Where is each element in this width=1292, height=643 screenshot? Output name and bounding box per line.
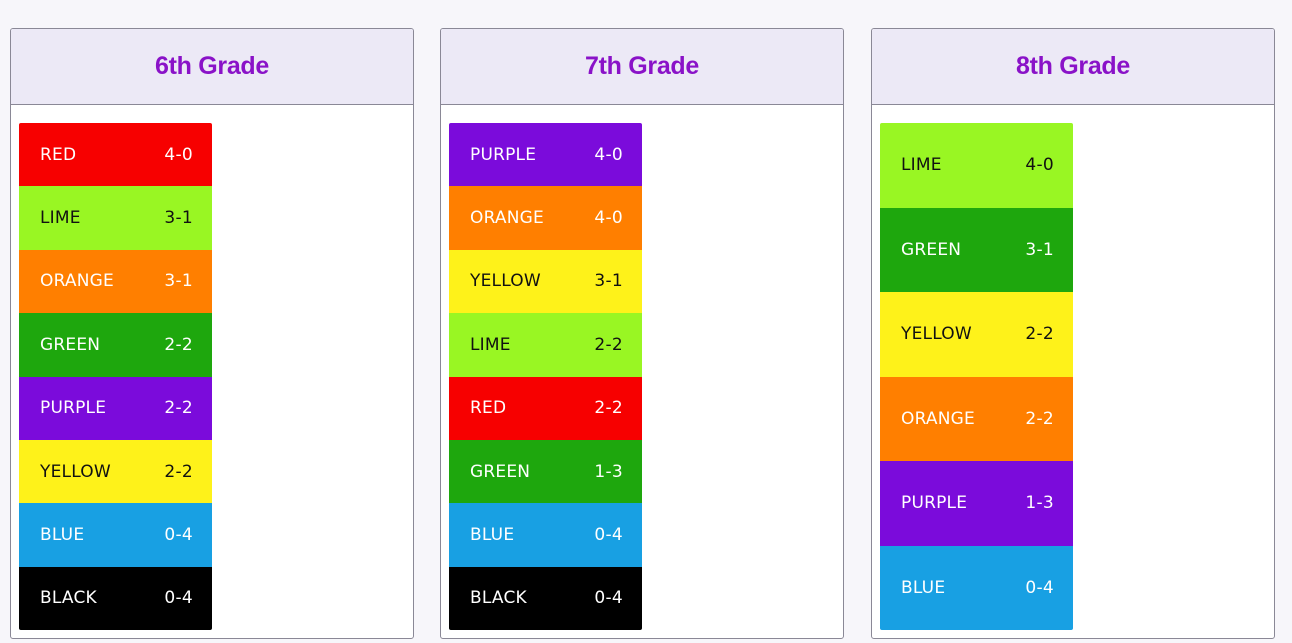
team-row: RED 2-2 (449, 376, 642, 440)
team-row: ORANGE 2-2 (880, 376, 1073, 461)
team-row: LIME 4-0 (880, 123, 1073, 208)
team-name: PURPLE (40, 398, 107, 419)
team-record: 0-4 (164, 588, 193, 609)
team-row: BLACK 0-4 (19, 566, 212, 631)
team-record: 0-4 (1025, 577, 1054, 598)
team-record: 1-3 (594, 461, 623, 482)
team-name: RED (470, 398, 507, 419)
team-record: 0-4 (594, 588, 623, 609)
team-name: LIME (40, 208, 81, 229)
team-row: LIME 3-1 (19, 186, 212, 250)
team-record: 3-1 (164, 208, 193, 229)
team-name: BLUE (470, 525, 515, 546)
team-row: GREEN 2-2 (19, 313, 212, 377)
team-row: GREEN 3-1 (880, 207, 1073, 292)
team-name: GREEN (470, 461, 531, 482)
team-name: LIME (901, 155, 942, 176)
team-row: BLUE 0-4 (449, 503, 642, 567)
team-name: YELLOW (40, 461, 111, 482)
team-name: GREEN (901, 239, 962, 260)
card-title: 6th Grade (155, 52, 269, 80)
team-name: YELLOW (901, 324, 972, 345)
grade-card-8th: 8th Grade LIME 4-0 GREEN 3-1 YELLOW 2-2 ORANGE… (871, 28, 1275, 639)
standings-list: PURPLE 4-0 ORANGE 4-0 YELLOW 3-1 LIME 2-2 RED 2-2… (449, 123, 642, 631)
team-record: 4-0 (1025, 155, 1054, 176)
team-name: BLUE (901, 577, 946, 598)
team-row: YELLOW 3-1 (449, 249, 642, 314)
card-title: 8th Grade (1016, 52, 1130, 80)
standings-list: RED 4-0 LIME 3-1 ORANGE 3-1 GREEN 2-2 PURPLE 2-2 Y… (19, 123, 212, 631)
team-row: PURPLE 4-0 (449, 123, 642, 187)
team-record: 2-2 (594, 398, 623, 419)
team-record: 2-2 (164, 398, 193, 419)
team-row: BLACK 0-4 (449, 566, 642, 631)
team-record: 3-1 (164, 271, 193, 292)
team-name: BLUE (40, 525, 85, 546)
team-row: BLUE 0-4 (19, 503, 212, 567)
team-row: YELLOW 2-2 (880, 292, 1073, 377)
team-row: PURPLE 2-2 (19, 376, 212, 440)
team-record: 2-2 (1025, 324, 1054, 345)
team-name: ORANGE (40, 271, 114, 292)
team-name: YELLOW (470, 271, 541, 292)
team-row: ORANGE 3-1 (19, 249, 212, 314)
team-record: 4-0 (594, 144, 623, 165)
team-name: ORANGE (901, 408, 975, 429)
team-record: 3-1 (1025, 239, 1054, 260)
team-record: 2-2 (594, 334, 623, 355)
card-title: 7th Grade (585, 52, 699, 80)
team-record: 4-0 (164, 144, 193, 165)
team-record: 2-2 (164, 461, 193, 482)
team-name: BLACK (40, 588, 97, 609)
team-name: PURPLE (470, 144, 537, 165)
team-row: LIME 2-2 (449, 313, 642, 377)
team-row: ORANGE 4-0 (449, 186, 642, 250)
team-name: RED (40, 144, 77, 165)
grade-card-7th: 7th Grade PURPLE 4-0 ORANGE 4-0 YELLOW 3-1 LIM… (440, 28, 844, 639)
team-record: 0-4 (164, 525, 193, 546)
team-record: 0-4 (594, 525, 623, 546)
team-name: PURPLE (901, 493, 968, 514)
team-record: 3-1 (594, 271, 623, 292)
team-record: 2-2 (1025, 408, 1054, 429)
team-name: BLACK (470, 588, 527, 609)
card-header: 8th Grade (872, 29, 1274, 105)
team-row: BLUE 0-4 (880, 545, 1073, 630)
team-row: YELLOW 2-2 (19, 439, 212, 504)
team-record: 2-2 (164, 334, 193, 355)
team-row: PURPLE 1-3 (880, 461, 1073, 546)
team-record: 1-3 (1025, 493, 1054, 514)
team-name: GREEN (40, 334, 101, 355)
card-header: 6th Grade (11, 29, 413, 105)
team-name: ORANGE (470, 208, 544, 229)
team-name: LIME (470, 334, 511, 355)
grade-card-6th: 6th Grade RED 4-0 LIME 3-1 ORANGE 3-1 GREEN 2-2… (10, 28, 414, 639)
team-row: RED 4-0 (19, 123, 212, 187)
team-record: 4-0 (594, 208, 623, 229)
team-row: GREEN 1-3 (449, 439, 642, 504)
card-header: 7th Grade (441, 29, 843, 105)
standings-list: LIME 4-0 GREEN 3-1 YELLOW 2-2 ORANGE 2-2 PURPLE 1… (880, 123, 1073, 630)
